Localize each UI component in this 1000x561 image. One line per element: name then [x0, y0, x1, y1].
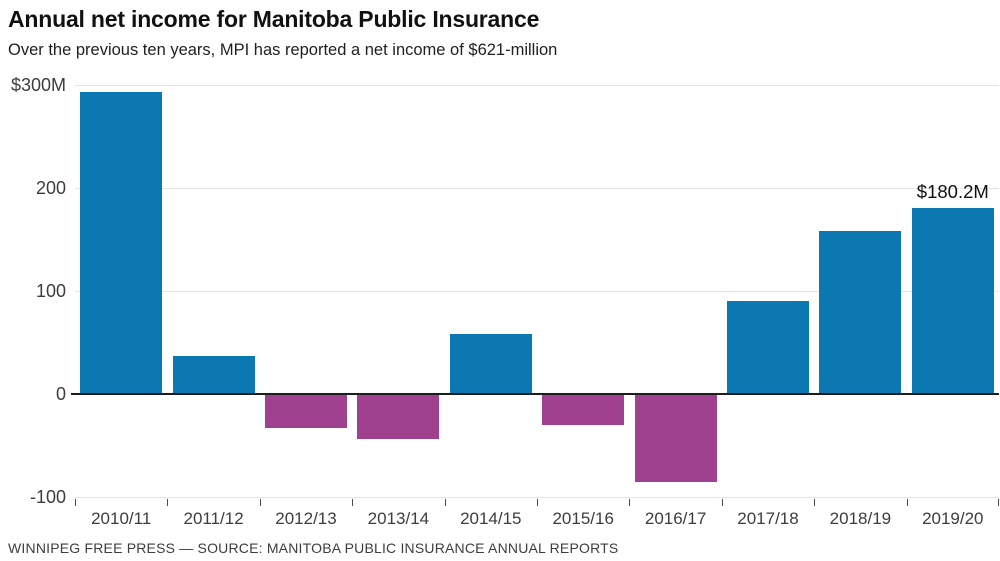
- y-tick-label: $300M: [10, 75, 66, 95]
- x-tick-mark: [629, 499, 631, 506]
- source-credit: WINNIPEG FREE PRESS — SOURCE: MANITOBA P…: [8, 540, 619, 556]
- x-tick-mark: [906, 499, 908, 506]
- x-tick-label: 2010/11: [91, 509, 152, 528]
- x-tick-label: 2013/14: [367, 509, 430, 528]
- bar-2013-14: [357, 394, 440, 440]
- x-tick-mark: [721, 499, 723, 506]
- gridline-100: [75, 291, 999, 292]
- x-tick-label: 2019/20: [922, 509, 984, 528]
- gridline--100: [75, 497, 999, 498]
- x-tick-label: 2011/12: [183, 509, 244, 528]
- value-annotation: $180.2M: [916, 181, 989, 203]
- gridline-200: [75, 188, 999, 189]
- y-tick-label: 0: [55, 384, 66, 404]
- x-tick-mark: [75, 499, 76, 506]
- gridline-300: [75, 85, 999, 86]
- y-tick-label: 100: [35, 281, 66, 301]
- x-tick-mark: [537, 499, 538, 506]
- x-tick-label: 2012/13: [275, 509, 337, 528]
- y-tick-label: 200: [35, 178, 66, 198]
- bar-2011-12: [172, 355, 255, 394]
- chart-subtitle: Over the previous ten years, MPI has rep…: [8, 41, 558, 59]
- x-tick-label: 2016/17: [644, 509, 707, 528]
- bar-2017-18: [727, 301, 809, 394]
- x-tick-label: 2015/16: [552, 509, 614, 528]
- x-tick-mark: [352, 499, 354, 506]
- bar-2015-16: [542, 394, 625, 425]
- x-tick-mark: [259, 499, 261, 506]
- bar-2019-20: [911, 208, 994, 394]
- zero-baseline: [71, 393, 999, 395]
- bar-2014-15: [449, 334, 532, 394]
- bar-2018-19: [819, 231, 902, 394]
- bar-2012-13: [265, 394, 347, 428]
- plot-area: 2010/11 2011/12 2012/13 2013/14 2014/15 2015/…: [71, 85, 999, 528]
- x-tick-mark: [167, 499, 169, 506]
- x-tick-mark: [814, 499, 816, 506]
- y-tick-label: -100: [29, 487, 66, 507]
- chart-title: Annual net income for Manitoba Public In…: [8, 6, 540, 32]
- bar-2010-11: [80, 92, 163, 394]
- x-tick-label: 2014/15: [460, 509, 522, 528]
- bar-2016-17: [634, 394, 717, 482]
- x-tick-label: 2018/19: [829, 509, 892, 528]
- x-tick-label: 2017/18: [737, 509, 799, 528]
- x-tick-mark: [998, 499, 999, 506]
- x-tick-mark: [444, 499, 446, 506]
